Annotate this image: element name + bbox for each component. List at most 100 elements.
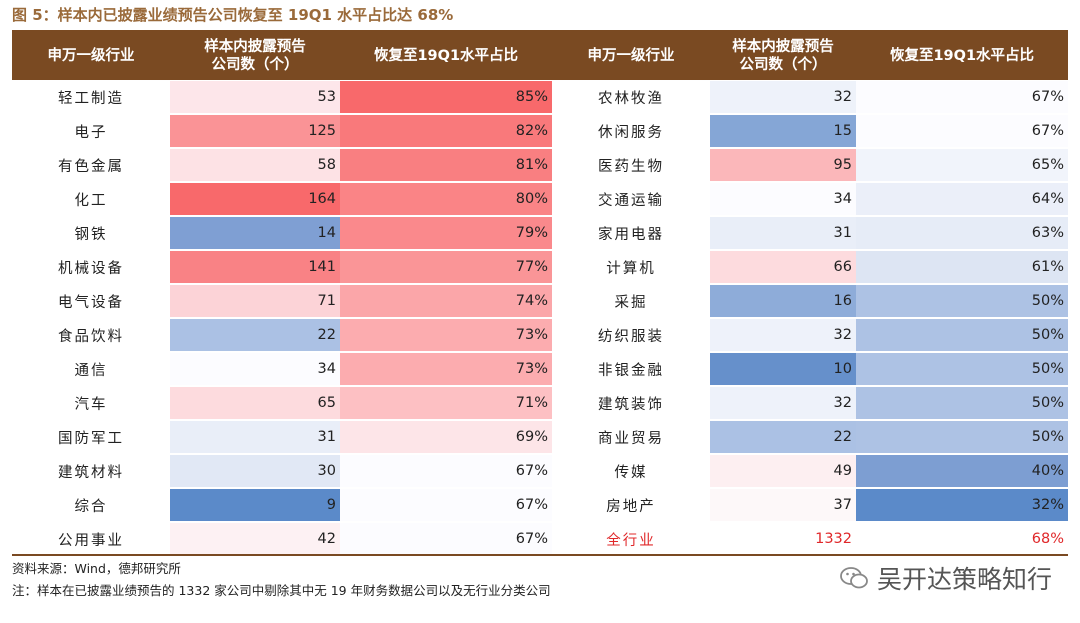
right-count-cell: 16 — [710, 285, 856, 317]
right-count-cell: 32 — [710, 81, 856, 113]
source-note: 资料来源：Wind，德邦研究所 — [12, 561, 181, 576]
left-industry-cell: 综合 — [74, 498, 108, 515]
right-industry-cell: 计算机 — [606, 260, 656, 277]
right-count-cell: 15 — [710, 115, 856, 147]
right-ratio-cell: 50% — [856, 285, 1068, 317]
header-count-left: 样本内披露预告 公司数（个） — [204, 39, 306, 73]
right-industry-cell: 房地产 — [606, 498, 656, 515]
left-industry-cell: 食品饮料 — [58, 328, 124, 345]
left-count-cell: 22 — [170, 319, 340, 351]
right-ratio-cell: 67% — [856, 81, 1068, 113]
left-ratio-cell: 80% — [340, 183, 552, 215]
left-ratio-cell: 67% — [340, 455, 552, 487]
left-ratio-cell: 69% — [340, 421, 552, 453]
table-row: 综合 9 67% 房地产 37 32% — [12, 488, 1068, 522]
left-count-cell: 53 — [170, 81, 340, 113]
watermark-text: 吴开达策略知行 — [876, 565, 1052, 594]
left-industry-cell: 钢铁 — [74, 226, 108, 243]
sample-note: 注：样本在已披露业绩预告的 1332 家公司中剔除其中无 19 年财务数据公司以… — [12, 583, 551, 598]
wechat-icon — [840, 567, 868, 589]
left-industry-cell: 有色金属 — [58, 158, 124, 175]
table-row: 钢铁 14 79% 家用电器 31 63% — [12, 216, 1068, 250]
right-ratio-cell: 50% — [856, 387, 1068, 419]
top-rule — [12, 30, 1068, 32]
header-count-right: 样本内披露预告 公司数（个） — [732, 39, 834, 73]
header-ratio-right: 恢复至19Q1水平占比 — [889, 48, 1035, 64]
right-count-cell: 34 — [710, 183, 856, 215]
left-ratio-cell: 82% — [340, 115, 552, 147]
table-row: 公用事业 42 67% 全行业 1332 68% — [12, 522, 1068, 556]
right-industry-cell: 建筑装饰 — [598, 396, 664, 413]
right-industry-cell: 采掘 — [614, 294, 648, 311]
left-count-cell: 164 — [170, 183, 340, 215]
left-industry-cell: 化工 — [74, 192, 108, 209]
right-count-cell: 49 — [710, 455, 856, 487]
bottom-rule — [12, 554, 1068, 556]
header-industry-right: 申万一级行业 — [587, 48, 675, 64]
right-ratio-cell: 50% — [856, 353, 1068, 385]
left-industry-cell: 汽车 — [74, 396, 108, 413]
left-count-cell: 125 — [170, 115, 340, 147]
table-row: 电气设备 71 74% 采掘 16 50% — [12, 284, 1068, 318]
left-count-cell: 9 — [170, 489, 340, 521]
table-row: 有色金属 58 81% 医药生物 95 65% — [12, 148, 1068, 182]
left-ratio-cell: 71% — [340, 387, 552, 419]
right-count-cell: 37 — [710, 489, 856, 521]
left-count-cell: 141 — [170, 251, 340, 283]
table-row: 通信 34 73% 非银金融 10 50% — [12, 352, 1068, 386]
left-count-cell: 42 — [170, 523, 340, 555]
left-ratio-cell: 73% — [340, 353, 552, 385]
left-ratio-cell: 79% — [340, 217, 552, 249]
right-count-cell: 1332 — [710, 523, 856, 555]
left-ratio-cell: 74% — [340, 285, 552, 317]
right-ratio-cell: 40% — [856, 455, 1068, 487]
right-industry-cell: 家用电器 — [598, 226, 664, 243]
left-count-cell: 14 — [170, 217, 340, 249]
right-ratio-cell: 63% — [856, 217, 1068, 249]
table-row: 机械设备 141 77% 计算机 66 61% — [12, 250, 1068, 284]
right-ratio-cell: 65% — [856, 149, 1068, 181]
left-count-cell: 30 — [170, 455, 340, 487]
table-header: 申万一级行业 样本内披露预告 公司数（个） 恢复至19Q1水平占比 申万一级行业… — [12, 32, 1068, 80]
left-industry-cell: 电气设备 — [58, 294, 124, 311]
right-count-cell: 10 — [710, 353, 856, 385]
right-count-cell: 31 — [710, 217, 856, 249]
left-ratio-cell: 67% — [340, 489, 552, 521]
left-ratio-cell: 85% — [340, 81, 552, 113]
right-industry-cell: 农林牧渔 — [598, 90, 664, 107]
left-count-cell: 71 — [170, 285, 340, 317]
left-count-cell: 31 — [170, 421, 340, 453]
right-count-cell: 32 — [710, 387, 856, 419]
right-industry-cell: 传媒 — [614, 464, 648, 481]
right-industry-cell: 休闲服务 — [598, 124, 664, 141]
right-count-cell: 95 — [710, 149, 856, 181]
right-ratio-cell: 68% — [856, 523, 1068, 555]
left-industry-cell: 公用事业 — [58, 532, 124, 549]
table-row: 电子 125 82% 休闲服务 15 67% — [12, 114, 1068, 148]
left-ratio-cell: 77% — [340, 251, 552, 283]
left-industry-cell: 轻工制造 — [58, 90, 124, 107]
right-industry-cell: 全行业 — [606, 532, 656, 549]
table-row: 国防军工 31 69% 商业贸易 22 50% — [12, 420, 1068, 454]
watermark: 吴开达策略知行 — [839, 560, 1052, 596]
right-ratio-cell: 32% — [856, 489, 1068, 521]
header-industry-left: 申万一级行业 — [47, 48, 135, 64]
table-row: 轻工制造 53 85% 农林牧渔 32 67% — [12, 80, 1068, 114]
left-ratio-cell: 67% — [340, 523, 552, 555]
right-ratio-cell: 67% — [856, 115, 1068, 147]
right-count-cell: 32 — [710, 319, 856, 351]
left-ratio-cell: 81% — [340, 149, 552, 181]
left-industry-cell: 通信 — [74, 362, 108, 379]
header-ratio-left: 恢复至19Q1水平占比 — [373, 48, 519, 64]
right-industry-cell: 纺织服装 — [598, 328, 664, 345]
left-count-cell: 34 — [170, 353, 340, 385]
left-industry-cell: 机械设备 — [58, 260, 124, 277]
left-count-cell: 58 — [170, 149, 340, 181]
right-industry-cell: 交通运输 — [598, 192, 664, 209]
table-row: 化工 164 80% 交通运输 34 64% — [12, 182, 1068, 216]
right-industry-cell: 商业贸易 — [598, 430, 664, 447]
table-row: 建筑材料 30 67% 传媒 49 40% — [12, 454, 1068, 488]
right-ratio-cell: 64% — [856, 183, 1068, 215]
right-ratio-cell: 61% — [856, 251, 1068, 283]
left-count-cell: 65 — [170, 387, 340, 419]
